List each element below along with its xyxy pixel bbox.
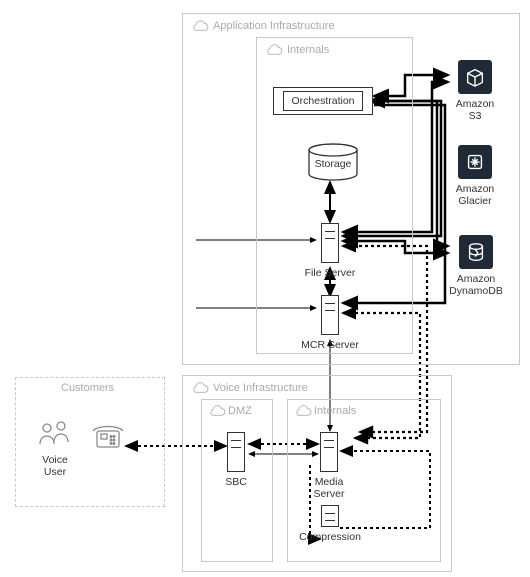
node-compression: Compression bbox=[298, 505, 362, 543]
node-mcr-server-label: MCR Server bbox=[300, 339, 360, 351]
diagram-canvas: Customers Application Infrastructure Int… bbox=[0, 0, 530, 577]
server-icon bbox=[321, 223, 339, 263]
node-file-server: File Server bbox=[300, 223, 360, 279]
node-file-server-label: File Server bbox=[300, 267, 360, 279]
cloud-icon bbox=[292, 404, 314, 418]
server-icon bbox=[320, 432, 338, 472]
group-internals-voice-title: Internals bbox=[314, 405, 356, 417]
node-orchestration-label: Orchestration bbox=[291, 95, 354, 107]
server-icon bbox=[321, 295, 339, 335]
node-media-server-label: Media Server bbox=[298, 476, 360, 500]
node-amazon-s3: Amazon S3 bbox=[445, 60, 505, 122]
node-amazon-glacier: Amazon Glacier bbox=[445, 145, 505, 207]
node-orchestration: Orchestration bbox=[283, 91, 363, 111]
group-app-infra-title: Application Infrastructure bbox=[213, 20, 335, 32]
group-internals-app-title: Internals bbox=[287, 44, 329, 56]
node-sbc: SBC bbox=[219, 432, 253, 488]
group-dmz-title: DMZ bbox=[228, 405, 252, 417]
node-storage: Storage bbox=[307, 143, 359, 184]
cloud-icon bbox=[189, 381, 211, 395]
glacier-icon bbox=[458, 145, 492, 179]
node-amazon-glacier-label: Amazon Glacier bbox=[445, 183, 505, 207]
node-orchestration-outer: Orchestration bbox=[273, 87, 373, 115]
node-storage-label: Storage bbox=[315, 158, 352, 170]
s3-icon bbox=[458, 60, 492, 94]
node-amazon-dynamodb-label: Amazon DynamoDB bbox=[445, 273, 507, 297]
node-sbc-label: SBC bbox=[219, 476, 253, 488]
group-customers-title: Customers bbox=[61, 382, 114, 394]
dynamodb-icon bbox=[459, 235, 493, 269]
server-icon bbox=[321, 505, 339, 527]
cloud-icon bbox=[206, 404, 228, 418]
node-voice-user-label: Voice User bbox=[30, 454, 80, 478]
node-amazon-dynamodb: Amazon DynamoDB bbox=[445, 235, 507, 297]
cloud-icon bbox=[189, 19, 211, 33]
node-amazon-s3-label: Amazon S3 bbox=[445, 98, 505, 122]
node-voice-user: Voice User bbox=[30, 420, 80, 478]
node-compression-label: Compression bbox=[298, 531, 362, 543]
group-voice-infra-title: Voice Infrastructure bbox=[213, 382, 308, 394]
cloud-icon bbox=[263, 43, 285, 57]
node-mcr-server: MCR Server bbox=[300, 295, 360, 351]
server-icon bbox=[227, 432, 245, 472]
node-phone bbox=[91, 423, 125, 454]
node-media-server: Media Server bbox=[298, 432, 360, 500]
